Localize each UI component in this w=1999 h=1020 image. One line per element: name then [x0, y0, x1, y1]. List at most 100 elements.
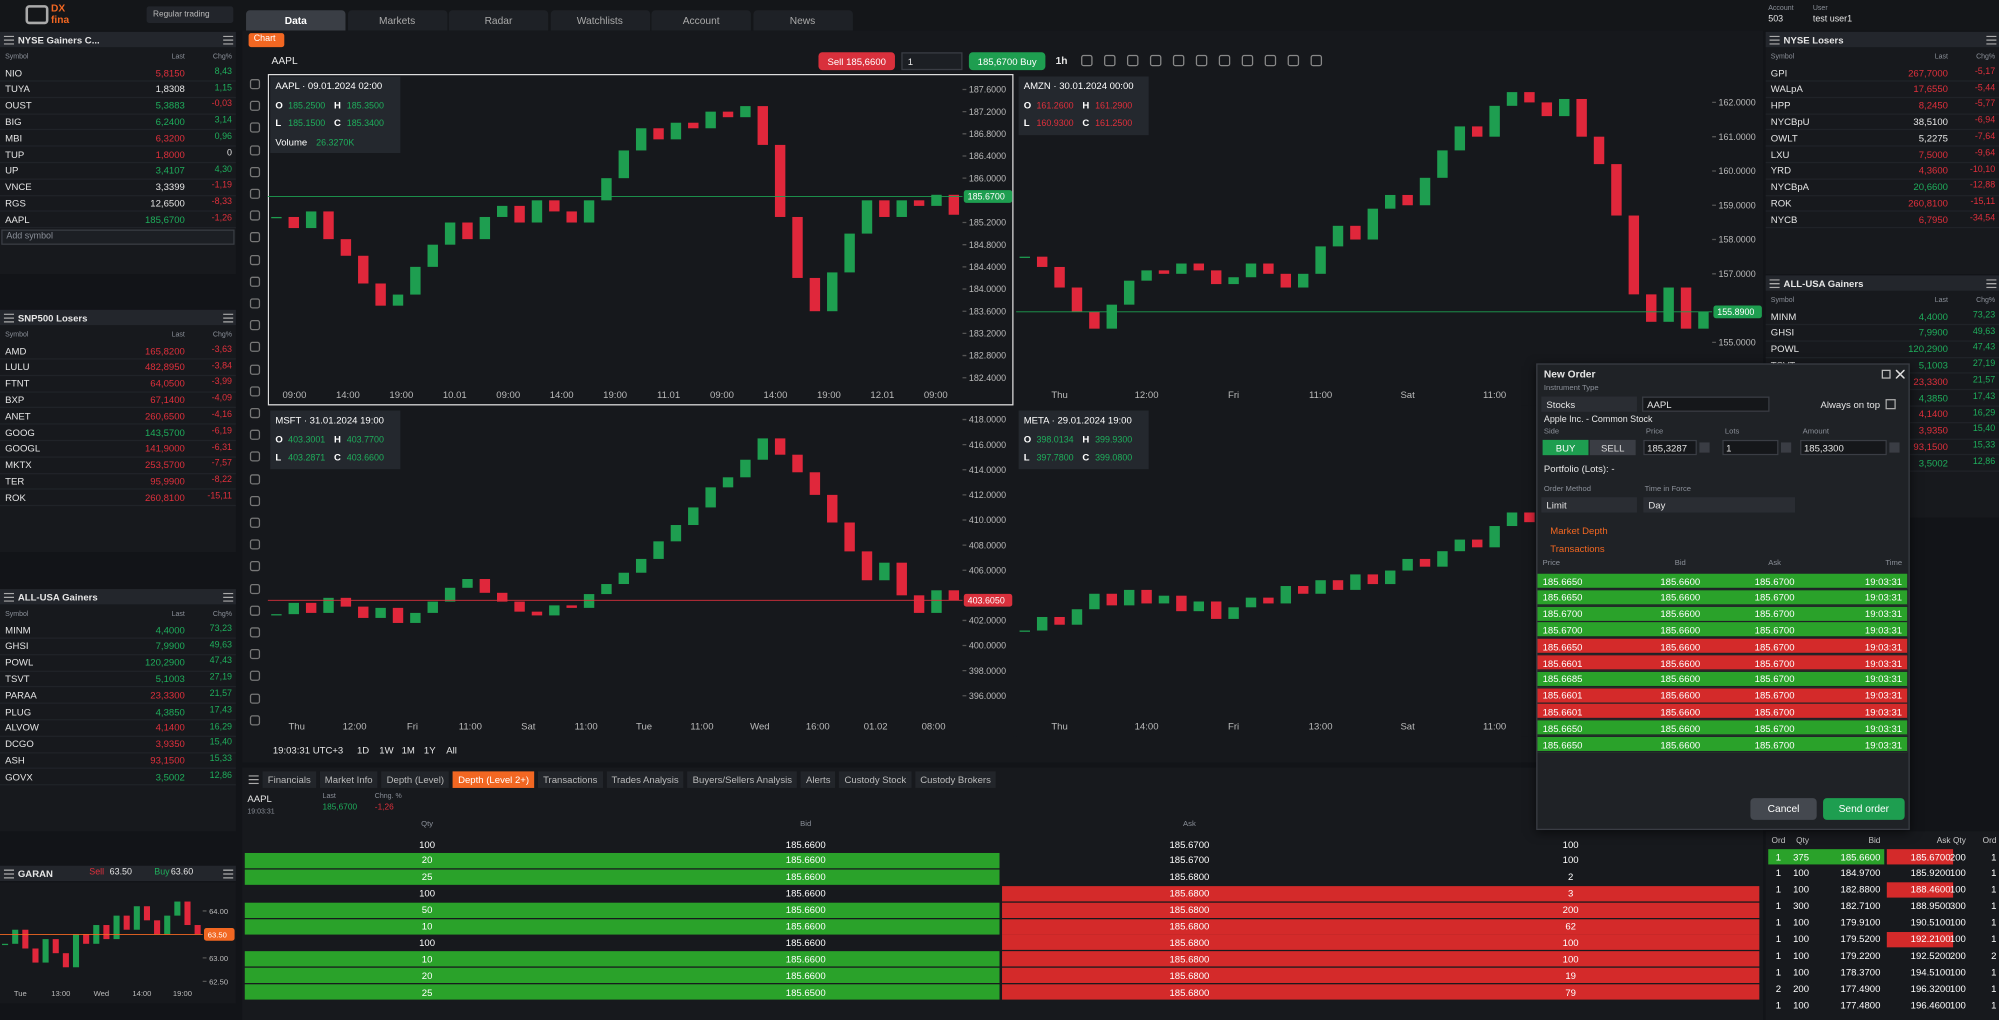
drawing-tool[interactable] [249, 188, 261, 199]
drawing-tool[interactable] [249, 517, 261, 528]
input[interactable] [1800, 439, 1887, 456]
dialog-close[interactable] [1895, 369, 1905, 379]
drawing-tool[interactable] [249, 408, 261, 419]
symbol[interactable]: PARAA [5, 689, 37, 701]
symbol[interactable]: BXP [5, 393, 25, 406]
symbol[interactable]: GHSI [5, 640, 29, 652]
drawing-tool[interactable] [249, 473, 261, 484]
symbol[interactable]: TSVT [5, 673, 30, 685]
symbol[interactable]: GHSI [1770, 326, 1795, 339]
stepper[interactable] [1780, 442, 1792, 453]
symbol[interactable]: VNCE [5, 181, 32, 193]
symbol[interactable]: YRD [1770, 164, 1791, 177]
bottom-tab[interactable]: Custody Brokers [915, 771, 996, 788]
nav-tab[interactable] [651, 10, 751, 31]
buy-button[interactable] [968, 52, 1046, 71]
symbol[interactable]: GOOGL [5, 442, 41, 455]
symbol[interactable]: TER [5, 475, 25, 487]
qty-input[interactable] [901, 52, 963, 71]
symbol[interactable]: RGS [5, 197, 26, 209]
drawing-tool[interactable] [249, 386, 261, 397]
symbol[interactable]: NYCBpU [1770, 115, 1810, 128]
symbol-input[interactable] [1, 229, 235, 245]
symbol[interactable]: OUST [5, 99, 32, 112]
symbol[interactable]: GOOG [5, 426, 35, 438]
input[interactable] [1642, 396, 1770, 412]
toolbar-icon[interactable] [1081, 54, 1093, 67]
toolbar-icon[interactable] [1126, 54, 1139, 67]
symbol[interactable]: TUYA [5, 83, 30, 95]
symbol[interactable]: POWL [1770, 343, 1799, 355]
symbol[interactable]: GOVX [5, 770, 33, 783]
select[interactable] [1541, 497, 1637, 513]
symbol[interactable]: GPI [1770, 66, 1788, 79]
select[interactable] [1541, 396, 1637, 412]
symbol[interactable]: DCGO [5, 738, 34, 750]
interval[interactable]: 1h [1055, 55, 1068, 67]
dialog-popout[interactable] [1881, 369, 1891, 379]
symbol[interactable]: TUP [5, 148, 25, 161]
drawing-tool[interactable] [249, 583, 261, 594]
toolbar-icon[interactable] [1264, 54, 1277, 67]
symbol[interactable]: LULU [5, 361, 30, 373]
symbol[interactable]: ASH [5, 754, 25, 767]
drawing-tool[interactable] [249, 342, 261, 353]
drawing-tool[interactable] [249, 298, 261, 309]
symbol[interactable]: AAPL [5, 213, 30, 226]
drawing-tool[interactable] [249, 232, 261, 243]
drawing-tool[interactable] [249, 122, 261, 134]
toolbar-icon[interactable] [1218, 54, 1231, 67]
symbol[interactable]: UP [5, 164, 19, 177]
section-toggle[interactable]: Market Depth [1550, 524, 1608, 537]
nav-tab[interactable] [752, 10, 853, 31]
symbol[interactable]: ROK [1770, 197, 1792, 209]
range-button[interactable]: 1W [379, 743, 394, 756]
toolbar-icon[interactable] [1195, 54, 1208, 67]
drawing-tool[interactable] [249, 79, 261, 90]
input[interactable] [1643, 439, 1697, 456]
cancel-button[interactable] [1750, 798, 1817, 820]
select[interactable] [1643, 497, 1796, 513]
symbol[interactable]: AMD [5, 344, 27, 357]
drawing-tool[interactable] [249, 693, 261, 704]
bottom-tab[interactable]: Buyers/Sellers Analysis [687, 771, 798, 788]
symbol[interactable]: MKTX [5, 459, 32, 471]
symbol[interactable]: MINM [1770, 310, 1797, 322]
symbol[interactable]: HPP [1770, 99, 1791, 112]
drawing-tool[interactable] [249, 429, 261, 441]
sell-button[interactable] [818, 52, 895, 71]
mode-select[interactable] [146, 6, 234, 23]
bottom-tab[interactable]: Market Info [319, 771, 378, 788]
range-button[interactable]: 1Y [423, 743, 436, 756]
drawing-tool[interactable] [249, 320, 261, 331]
toolbar-icon[interactable] [1241, 54, 1254, 67]
toolbar-icon[interactable] [1104, 54, 1116, 67]
toolbar-icon[interactable] [1310, 54, 1323, 67]
symbol[interactable]: NIO [5, 66, 23, 79]
chart-tab[interactable] [248, 33, 285, 48]
range-button[interactable]: 1M [401, 743, 415, 756]
range-button[interactable]: 1D [356, 743, 370, 756]
stepper[interactable] [1699, 442, 1710, 453]
drawing-tool[interactable] [249, 715, 261, 726]
symbol[interactable]: NYCB [1770, 213, 1798, 226]
buy-side-button[interactable] [1542, 439, 1589, 456]
toolbar-icon[interactable] [1287, 54, 1300, 67]
drawing-tool[interactable] [249, 254, 261, 265]
drawing-tool[interactable] [249, 627, 261, 638]
section-toggle[interactable]: Transactions [1550, 542, 1605, 554]
send-button[interactable] [1823, 798, 1905, 820]
toolbar-icon[interactable] [1172, 54, 1185, 67]
symbol[interactable]: MBI [5, 132, 23, 144]
bottom-tab[interactable]: Transactions [537, 771, 603, 788]
symbol[interactable]: MINM [5, 624, 31, 636]
symbol[interactable]: LXU [1770, 148, 1790, 161]
symbol[interactable]: BIG [5, 115, 22, 128]
symbol[interactable]: NYCBpA [1770, 181, 1810, 193]
drawing-tool[interactable] [249, 210, 261, 221]
sell-side-button[interactable] [1589, 439, 1636, 456]
nav-tab[interactable] [347, 10, 447, 31]
symbol[interactable]: OWLT [1770, 132, 1798, 144]
bottom-tab[interactable]: Depth (Level) [381, 771, 450, 788]
bottom-tab[interactable]: Trades Analysis [606, 771, 684, 788]
